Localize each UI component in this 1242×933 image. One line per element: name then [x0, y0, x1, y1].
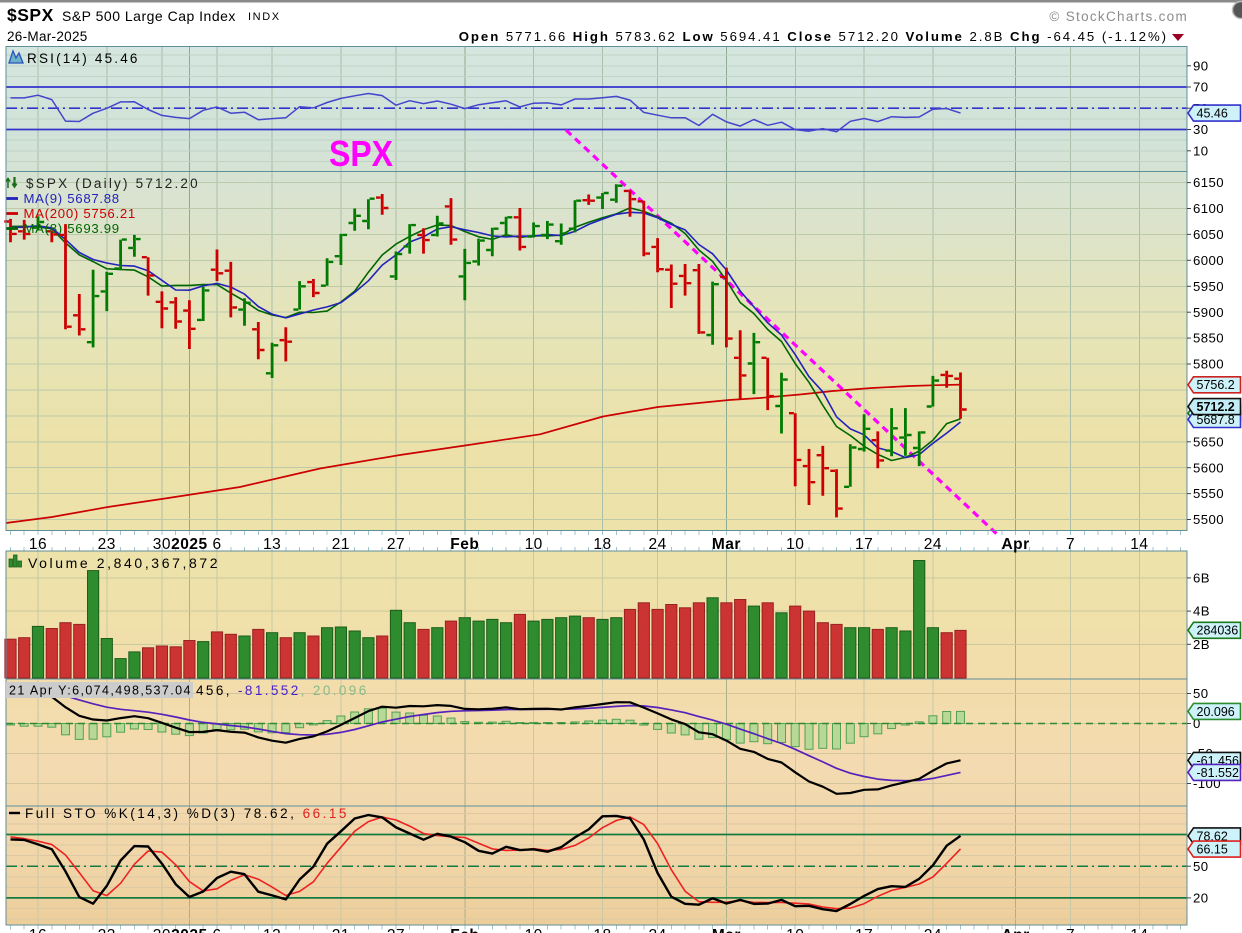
svg-text:Volume 2,840,367,872: Volume 2,840,367,872 [28, 555, 220, 571]
svg-text:23: 23 [98, 536, 116, 553]
svg-text:Open 5771.66 High 5783.62 Low: Open 5771.66 High 5783.62 Low 5694.41 Cl… [459, 29, 1168, 44]
svg-text:5500: 5500 [1193, 512, 1224, 527]
svg-text:5800: 5800 [1193, 357, 1224, 372]
svg-text:4B: 4B [1193, 604, 1210, 619]
svg-text:5550: 5550 [1193, 486, 1224, 501]
svg-text:5850: 5850 [1193, 331, 1224, 346]
svg-text:$SPX (Daily) 5712.20: $SPX (Daily) 5712.20 [26, 176, 200, 191]
svg-text:10: 10 [525, 536, 543, 553]
svg-text:MA(200) 5756.21: MA(200) 5756.21 [24, 206, 136, 221]
svg-text:50: 50 [1193, 686, 1208, 701]
svg-text:6150: 6150 [1193, 175, 1224, 190]
svg-text:13: 13 [263, 536, 281, 553]
svg-text:SPX: SPX [329, 133, 394, 174]
svg-text:10: 10 [786, 927, 804, 933]
svg-text:23: 23 [98, 927, 116, 933]
svg-text:5712.2: 5712.2 [1197, 400, 1235, 414]
svg-text:2B: 2B [1193, 637, 1210, 652]
svg-text:Mar: Mar [712, 536, 741, 553]
svg-text:21 Apr Y:6,074,498,537.04: 21 Apr Y:6,074,498,537.04 [9, 684, 192, 698]
svg-text:45.46: 45.46 [1197, 107, 1228, 121]
svg-text:13: 13 [263, 927, 281, 933]
svg-text:17: 17 [855, 536, 873, 553]
svg-text:456, -81.552, 20.096: 456, -81.552, 20.096 [196, 683, 369, 698]
svg-text:S&P 500 Large Cap Index: S&P 500 Large Cap Index [62, 8, 236, 24]
svg-text:14: 14 [1130, 536, 1148, 553]
svg-text:0: 0 [1193, 716, 1201, 731]
svg-text:27: 27 [387, 536, 405, 553]
svg-text:10: 10 [786, 536, 804, 553]
svg-text:21: 21 [332, 927, 350, 933]
svg-text:-81.552: -81.552 [1197, 766, 1239, 780]
svg-text:30: 30 [153, 927, 171, 933]
svg-text:Mar: Mar [712, 927, 741, 933]
svg-text:24: 24 [648, 927, 666, 933]
svg-text:6: 6 [213, 536, 222, 553]
svg-text:66.15: 66.15 [1197, 843, 1228, 857]
svg-text:24: 24 [924, 536, 942, 553]
svg-text:16: 16 [29, 927, 47, 933]
svg-text:17: 17 [855, 927, 873, 933]
svg-text:24: 24 [648, 536, 666, 553]
svg-text:5600: 5600 [1193, 460, 1224, 475]
svg-text:26-Mar-2025: 26-Mar-2025 [7, 29, 88, 44]
svg-text:70: 70 [1193, 80, 1208, 95]
svg-text:78.62: 78.62 [1197, 829, 1228, 843]
svg-text:6100: 6100 [1193, 201, 1224, 216]
svg-text:30: 30 [1193, 122, 1208, 137]
svg-text:6: 6 [213, 927, 222, 933]
svg-text:5950: 5950 [1193, 279, 1224, 294]
svg-text:$SPX: $SPX [7, 5, 54, 25]
svg-text:50: 50 [1193, 859, 1208, 874]
svg-text:21: 21 [332, 536, 350, 553]
svg-text:14: 14 [1130, 927, 1148, 933]
svg-text:27: 27 [387, 927, 405, 933]
svg-text:20: 20 [1193, 891, 1208, 906]
svg-text:MA(8) 5693.99: MA(8) 5693.99 [24, 221, 120, 236]
svg-text:INDX: INDX [248, 11, 281, 23]
svg-text:6000: 6000 [1193, 253, 1224, 268]
svg-text:Apr: Apr [1001, 927, 1029, 933]
svg-text:5756.2: 5756.2 [1197, 378, 1235, 392]
svg-text:Feb: Feb [450, 927, 479, 933]
svg-text:18: 18 [593, 536, 611, 553]
svg-text:90: 90 [1193, 58, 1208, 73]
svg-text:6B: 6B [1193, 571, 1210, 586]
svg-text:5687.8: 5687.8 [1197, 413, 1235, 427]
svg-text:6050: 6050 [1193, 227, 1224, 242]
svg-text:MA(9) 5687.88: MA(9) 5687.88 [24, 191, 120, 206]
svg-text:7: 7 [1066, 536, 1075, 553]
svg-text:20.096: 20.096 [1197, 705, 1235, 719]
svg-text:30: 30 [153, 536, 171, 553]
svg-text:Feb: Feb [450, 536, 479, 553]
svg-text:5900: 5900 [1193, 305, 1224, 320]
svg-text:2025: 2025 [171, 927, 207, 933]
svg-text:24: 24 [924, 927, 942, 933]
svg-text:Full STO %K(14,3) %D(3) 78.62,: Full STO %K(14,3) %D(3) 78.62, 66.15 [25, 806, 349, 821]
svg-text:2025: 2025 [171, 536, 207, 553]
svg-text:© StockCharts.com: © StockCharts.com [1049, 9, 1188, 24]
svg-text:16: 16 [29, 536, 47, 553]
svg-text:284036: 284036 [1197, 624, 1239, 638]
svg-text:10: 10 [1193, 143, 1208, 158]
svg-text:18: 18 [593, 927, 611, 933]
svg-text:7: 7 [1066, 927, 1075, 933]
svg-text:RSI(14) 45.46: RSI(14) 45.46 [27, 51, 140, 66]
svg-text:10: 10 [525, 927, 543, 933]
svg-text:Apr: Apr [1001, 536, 1029, 553]
svg-text:5650: 5650 [1193, 434, 1224, 449]
